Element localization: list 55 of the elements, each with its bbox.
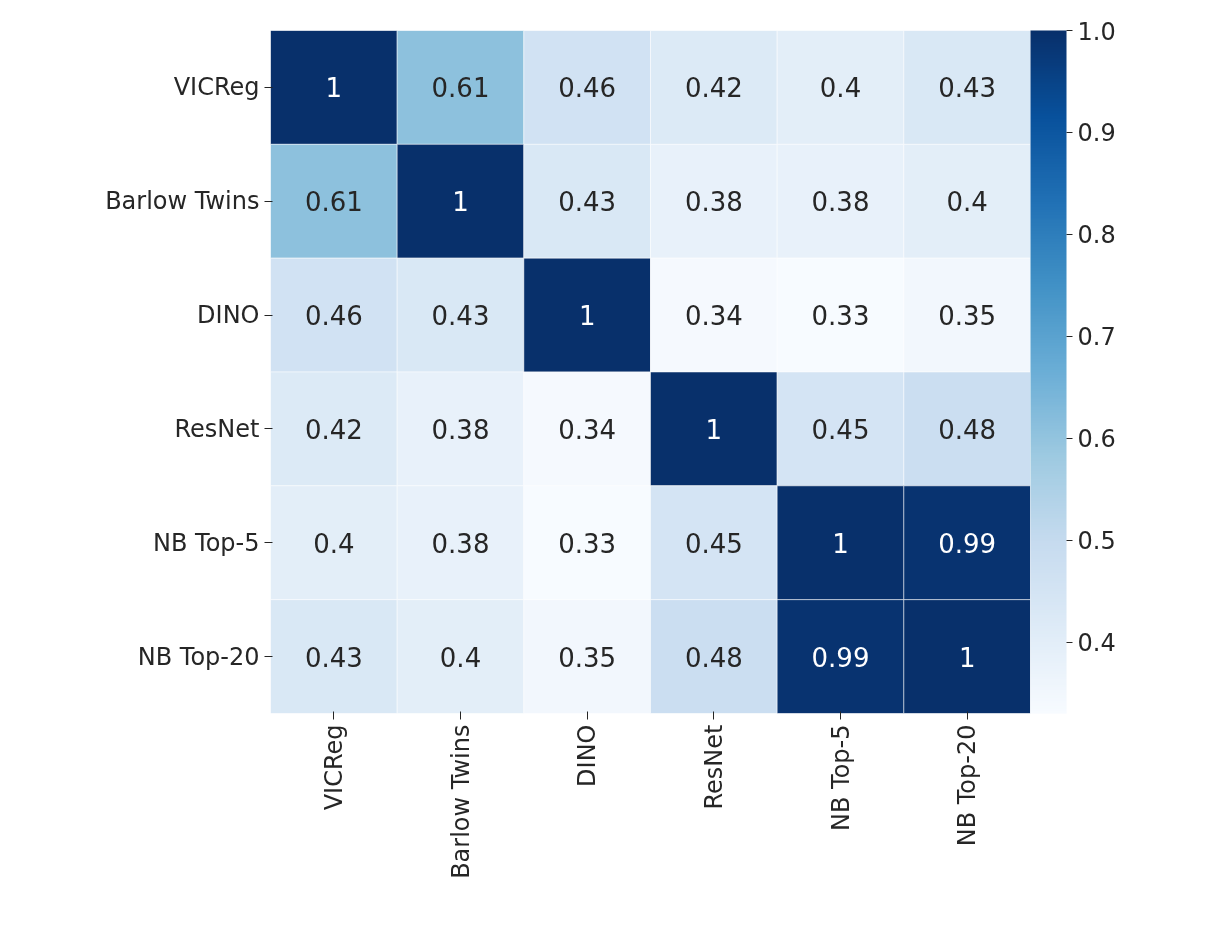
data-label: 1	[578, 301, 596, 332]
x-tick-label: ResNet	[699, 724, 728, 810]
x-tick-label: NB Top-5	[826, 724, 855, 831]
color-bar-label: 0.4	[1077, 629, 1116, 658]
x-tick-label: VICReg	[319, 724, 348, 811]
data-label: 0.45	[684, 528, 743, 559]
data-label: 1	[958, 642, 976, 673]
y-tick-label: NB Top-20	[137, 642, 260, 671]
y-tick-label: Barlow Twins	[105, 187, 260, 216]
data-label: 0.33	[558, 528, 617, 559]
y-tick-label: VICReg	[173, 73, 260, 102]
color-bar-label: 0.9	[1077, 119, 1116, 148]
y-tick-label: NB Top-5	[153, 528, 260, 557]
data-label: 1	[325, 73, 343, 104]
data-label: 1	[832, 528, 849, 559]
data-label: 0.45	[811, 414, 870, 445]
data-label: 0.35	[938, 301, 997, 332]
data-label: 0.99	[938, 528, 997, 559]
data-label: 0.4	[946, 187, 988, 218]
data-label: 0.43	[431, 301, 490, 332]
data-label: 0.38	[431, 414, 490, 445]
data-label: 0.46	[558, 73, 617, 104]
x-tick-label: Barlow Twins	[446, 724, 475, 879]
data-label: 0.61	[304, 187, 363, 218]
data-label: 1	[705, 414, 723, 445]
data-label: 0.38	[811, 187, 870, 218]
data-label: 0.34	[558, 414, 617, 445]
color-bar-label: 0.5	[1077, 527, 1116, 556]
color-bar-label: 0.8	[1077, 221, 1116, 250]
x-tick-label: NB Top-20	[953, 724, 982, 847]
data-label: 0.4	[313, 528, 355, 559]
y-tick-label: DINO	[197, 301, 260, 330]
color-bar-label: 0.7	[1077, 323, 1116, 352]
data-label: 0.38	[431, 528, 490, 559]
data-label: 0.48	[684, 642, 743, 673]
data-label: 1	[452, 187, 469, 218]
data-label: 0.34	[684, 301, 743, 332]
data-label: 0.48	[938, 414, 997, 445]
data-label: 0.4	[439, 642, 482, 673]
data-label: 0.43	[558, 187, 617, 218]
data-label: 0.42	[684, 73, 743, 104]
data-label: 0.4	[819, 73, 862, 104]
data-label: 0.33	[811, 301, 870, 332]
color-bar-label: 1.0	[1077, 17, 1116, 46]
data-label: 0.43	[938, 73, 997, 104]
y-tick-label: ResNet	[174, 414, 260, 443]
color-bar-label: 0.6	[1077, 425, 1116, 454]
x-tick-label: DINO	[573, 724, 602, 787]
data-label: 0.42	[304, 414, 363, 445]
data-label: 0.43	[304, 642, 363, 673]
data-label: 0.35	[558, 642, 617, 673]
data-label: 0.46	[304, 301, 363, 332]
data-label: 0.99	[811, 642, 870, 673]
data-label: 0.61	[431, 73, 490, 104]
data-label: 0.38	[684, 187, 743, 218]
